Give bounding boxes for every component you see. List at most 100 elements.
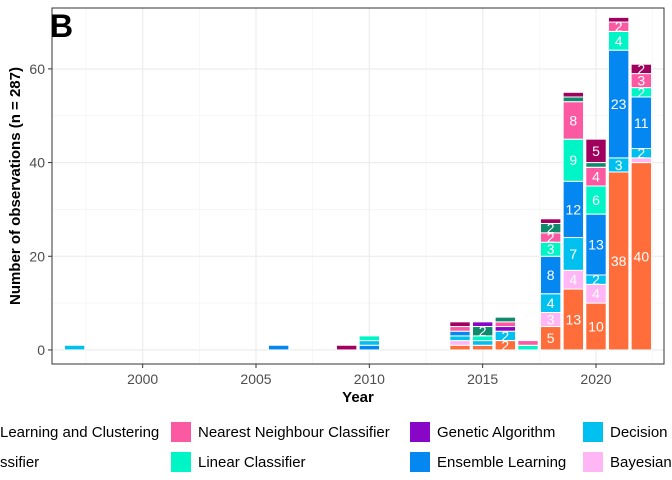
- bar-segment: [358, 344, 381, 351]
- segment-value-label: 3: [547, 312, 555, 328]
- legend-label: Decision: [610, 424, 668, 441]
- bar-2009: [335, 344, 358, 351]
- segment-value-label: 2: [547, 230, 555, 246]
- bar-2010: [358, 335, 381, 351]
- legend-item: Genetic Algorithm: [410, 422, 555, 442]
- legend-label: Bayesian: [610, 454, 672, 471]
- bar-segment: [585, 162, 607, 168]
- segment-value-label: 3: [547, 241, 555, 257]
- y-tick-label: 0: [37, 342, 45, 358]
- bar-segment: [517, 340, 539, 346]
- segment-value-label: 8: [569, 112, 577, 128]
- bar-segment: [358, 335, 381, 342]
- x-tick-label: 2000: [127, 371, 158, 387]
- legend-item: Decision: [583, 422, 668, 442]
- segment-value-label: 6: [592, 192, 600, 208]
- segment-value-label: 4: [569, 272, 577, 288]
- segment-value-label: 13: [566, 312, 582, 328]
- y-tick-label: 20: [29, 248, 45, 264]
- bar-segment: [562, 96, 585, 103]
- bar-segment: [471, 321, 494, 328]
- bar-segment: [449, 321, 471, 328]
- bars: 222 5348322134712981042136453832342402112…: [63, 16, 653, 353]
- bar-segment: [471, 340, 494, 346]
- legend-label: ssifier: [0, 454, 39, 471]
- y-tick-label: 40: [29, 155, 45, 171]
- bar-segment: [449, 344, 471, 351]
- bar-segment: [449, 330, 471, 337]
- bar-segment: [494, 321, 517, 328]
- x-tick-label: 2005: [240, 371, 271, 387]
- bar-2006: [267, 344, 290, 351]
- x-tick-label: 2020: [580, 371, 611, 387]
- bar-segment: [358, 340, 381, 346]
- bar-segment: [494, 326, 517, 332]
- segment-value-label: 5: [547, 330, 555, 346]
- segment-value-label: 2: [615, 19, 623, 35]
- plot-border: [51, 7, 665, 365]
- segment-value-label: 2: [501, 337, 509, 353]
- segment-value-label: 2: [501, 328, 509, 344]
- legend-key: [171, 452, 191, 472]
- bar-segment: [449, 335, 471, 342]
- bar-1997: [63, 344, 86, 351]
- segment-value-label: 23: [611, 96, 627, 112]
- legend-item: Bayesian: [583, 452, 672, 472]
- segment-value-label: 4: [592, 169, 600, 185]
- legend-item: Ensemble Learning: [410, 452, 566, 472]
- segment-value-label: 2: [592, 272, 600, 288]
- segment-value-label: 2: [479, 323, 487, 339]
- segment-value-label: 13: [588, 237, 604, 253]
- panel-tag: B: [50, 8, 73, 44]
- segment-value-label: 38: [611, 253, 627, 269]
- legend-item: Nearest Neighbour Classifier: [171, 422, 390, 442]
- legend-key: [410, 452, 430, 472]
- bar-segment: [607, 16, 630, 23]
- legend-key: [410, 422, 430, 442]
- segment-value-label: 4: [547, 295, 555, 311]
- legend-label: Linear Classifier: [198, 454, 306, 471]
- legend-label: Genetic Algorithm: [437, 424, 555, 441]
- legend-key: [171, 422, 191, 442]
- bar-segment: [449, 340, 471, 346]
- bar-2019: 13 4 7 12 9 8: [562, 91, 585, 351]
- bar-segment: [449, 326, 471, 332]
- x-tick-label: 2010: [354, 371, 385, 387]
- segment-value-label: 40: [634, 248, 650, 264]
- segment-value-label: 2: [637, 145, 645, 161]
- segment-value-label: 10: [588, 319, 604, 335]
- bar-segment: [267, 344, 290, 351]
- legend-key: [583, 452, 603, 472]
- gridlines: [52, 8, 664, 364]
- segment-value-label: 2: [637, 61, 645, 77]
- segment-value-label: 9: [569, 152, 577, 168]
- plot-panel: [52, 8, 664, 364]
- legend-item: ssifier: [0, 454, 39, 471]
- segment-value-label: 3: [615, 157, 623, 173]
- segment-value-label: 11: [634, 115, 649, 131]
- legend-label: Nearest Neighbour Classifier: [198, 424, 390, 441]
- axes: 0 20 40 60 2000 2005 2010 2015 2020: [29, 61, 611, 387]
- segment-value-label: 3: [637, 73, 645, 89]
- bar-segment: [585, 138, 607, 164]
- legend: Learning and Clustering Nearest Neighbour…: [0, 422, 672, 472]
- bar-segment: [63, 344, 86, 351]
- bar-2021: 38 3 23 42: [607, 16, 630, 351]
- legend-item: Learning and Clustering: [0, 424, 159, 441]
- y-axis-title: Number of observations (n = 287): [7, 67, 24, 305]
- x-axis-title: Year: [342, 389, 374, 406]
- bar-2014: [449, 321, 471, 351]
- bar-segment: [539, 218, 562, 224]
- bar-segment: [562, 91, 585, 98]
- legend-label: Learning and Clustering: [0, 424, 159, 441]
- bar-2017: [517, 340, 539, 351]
- segment-value-label: 7: [569, 246, 577, 262]
- segment-value-label: 8: [547, 267, 555, 283]
- segment-value-label: 5: [592, 143, 600, 159]
- legend-key: [583, 422, 603, 442]
- bar-segment: [335, 344, 358, 351]
